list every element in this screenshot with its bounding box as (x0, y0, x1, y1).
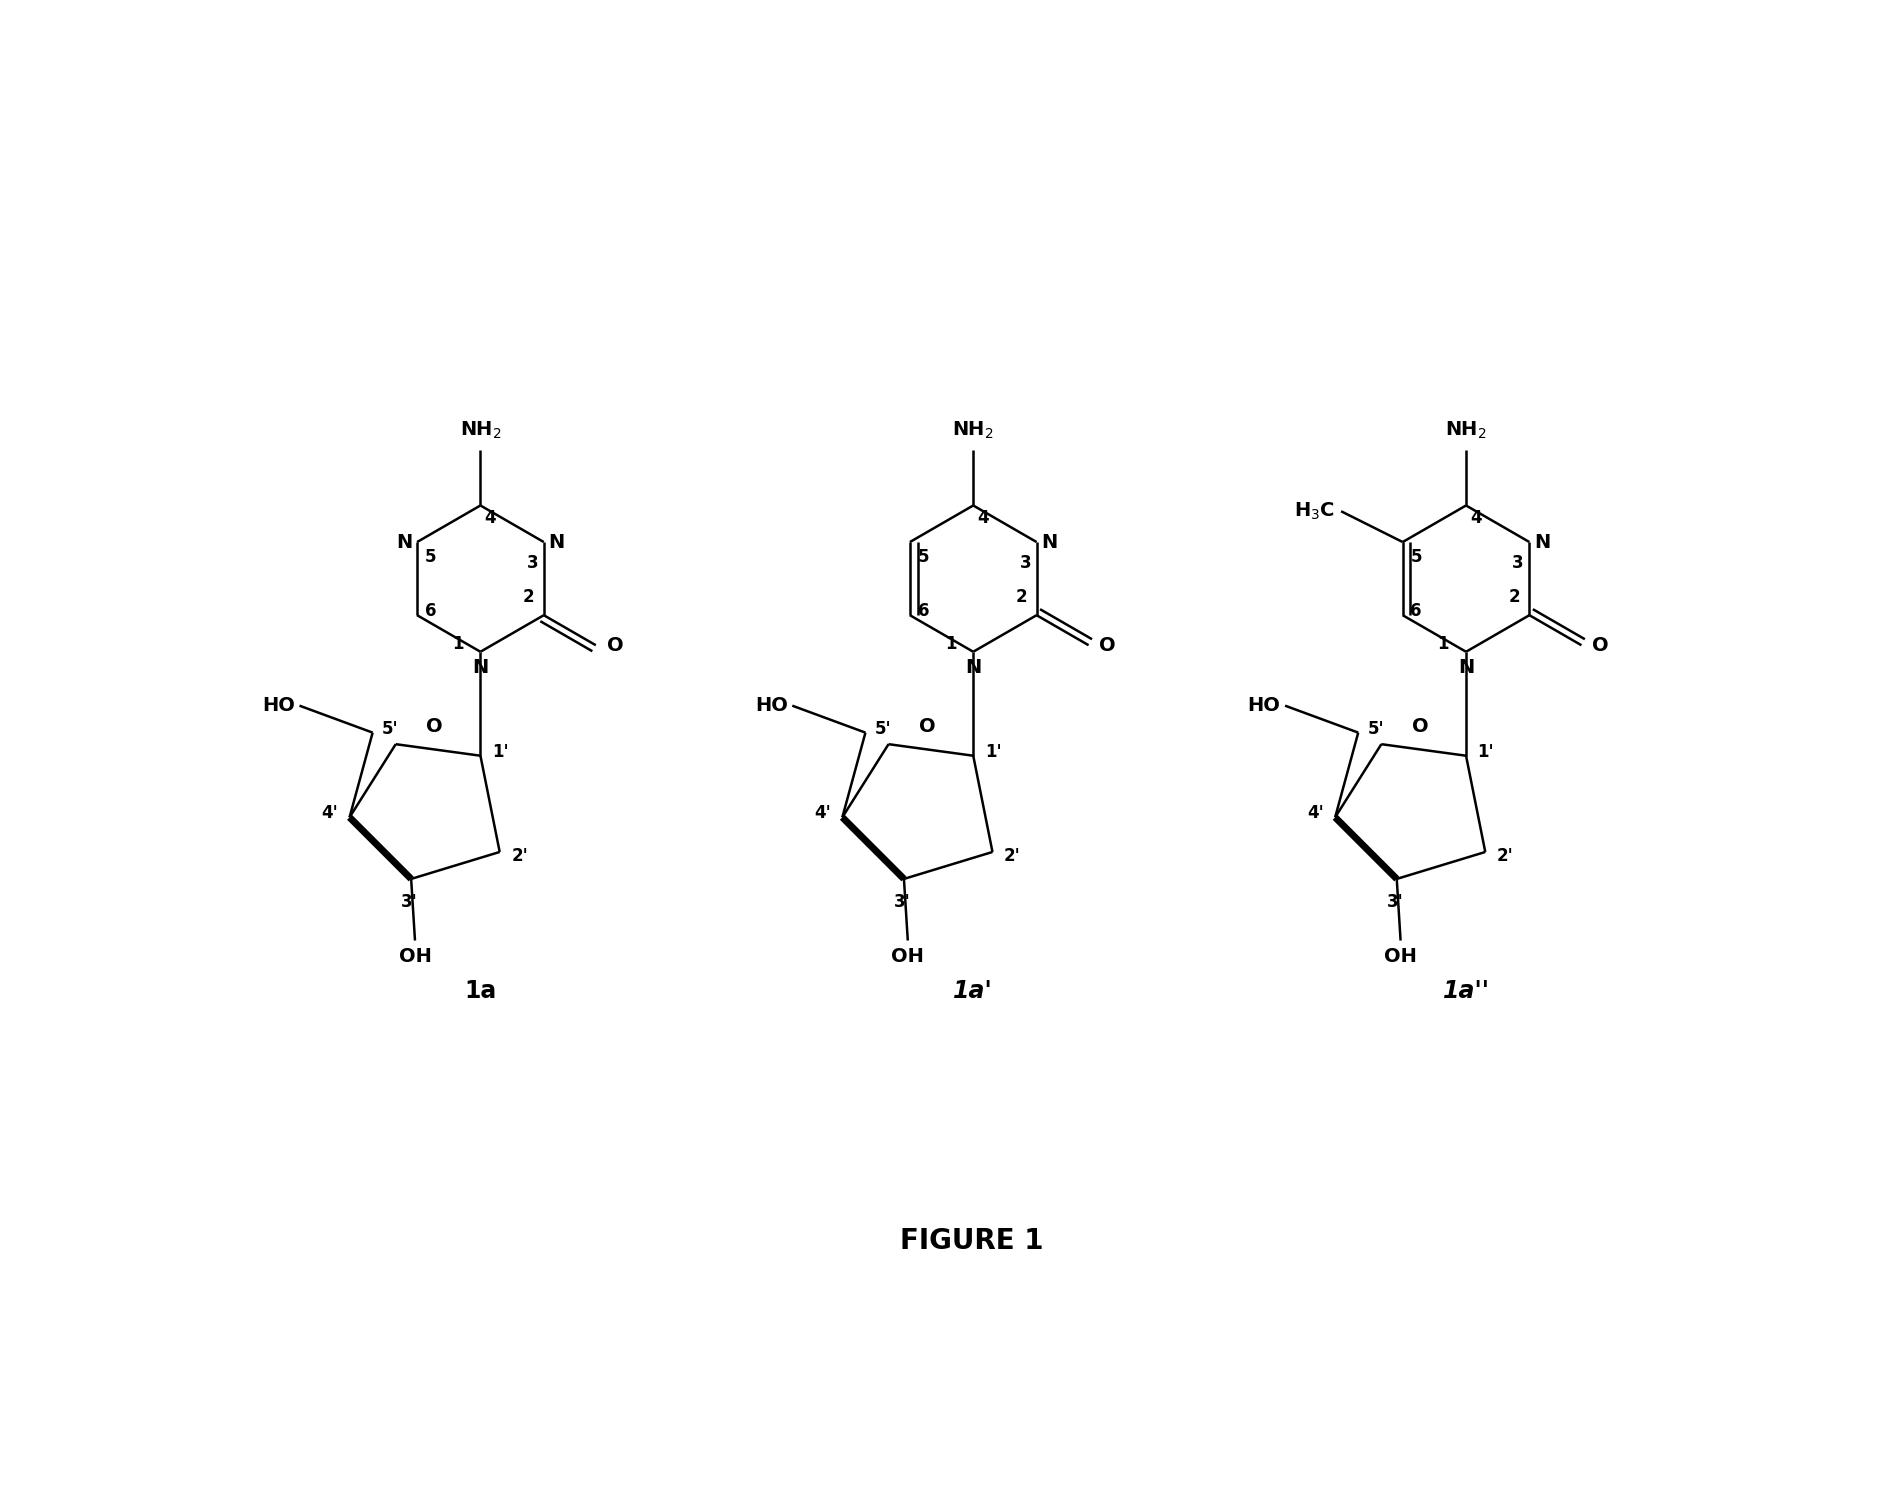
Text: N: N (1458, 658, 1475, 677)
Text: O: O (1411, 718, 1428, 736)
Text: 5': 5' (1367, 719, 1384, 739)
Text: 5: 5 (918, 548, 929, 566)
Text: OH: OH (398, 947, 432, 966)
Text: 4': 4' (813, 804, 830, 822)
Text: N: N (396, 533, 413, 551)
Text: H$_3$C: H$_3$C (1295, 500, 1335, 521)
Text: 3': 3' (895, 893, 910, 911)
Text: 4: 4 (1469, 509, 1481, 527)
Text: 1': 1' (491, 743, 508, 761)
Text: 5': 5' (874, 719, 891, 739)
Text: O: O (1100, 635, 1117, 655)
Text: 1a': 1a' (954, 980, 994, 1004)
Text: 5': 5' (381, 719, 398, 739)
Text: N: N (1041, 533, 1058, 551)
Text: 3: 3 (1513, 554, 1524, 572)
Text: 2: 2 (1509, 587, 1521, 607)
Text: 1': 1' (1477, 743, 1494, 761)
Text: N: N (472, 658, 489, 677)
Text: 1': 1' (984, 743, 1001, 761)
Text: 1a'': 1a'' (1443, 980, 1490, 1004)
Text: HO: HO (262, 697, 296, 715)
Text: OH: OH (1384, 947, 1416, 966)
Text: 4': 4' (1306, 804, 1323, 822)
Text: NH$_2$: NH$_2$ (459, 419, 501, 440)
Text: 3': 3' (402, 893, 417, 911)
Text: N: N (965, 658, 982, 677)
Text: N: N (1534, 533, 1551, 551)
Text: 1: 1 (451, 635, 463, 653)
Text: 1: 1 (944, 635, 956, 653)
Text: HO: HO (755, 697, 787, 715)
Text: 2': 2' (1496, 846, 1513, 864)
Text: 5: 5 (1411, 548, 1422, 566)
Text: 1: 1 (1437, 635, 1449, 653)
Text: 1a: 1a (465, 980, 497, 1004)
Text: 3: 3 (1020, 554, 1031, 572)
Text: 4: 4 (483, 509, 497, 527)
Text: NH$_2$: NH$_2$ (1445, 419, 1486, 440)
Text: OH: OH (891, 947, 923, 966)
Text: 5: 5 (425, 548, 436, 566)
Text: 3: 3 (527, 554, 538, 572)
Text: 6: 6 (1411, 602, 1422, 620)
Text: 2': 2' (512, 846, 527, 864)
Text: O: O (920, 718, 935, 736)
Text: 2: 2 (523, 587, 535, 607)
Text: FIGURE 1: FIGURE 1 (901, 1227, 1043, 1255)
Text: O: O (427, 718, 442, 736)
Text: 2: 2 (1016, 587, 1028, 607)
Text: 6: 6 (425, 602, 436, 620)
Text: 3': 3' (1386, 893, 1403, 911)
Text: 4: 4 (976, 509, 988, 527)
Text: O: O (1593, 635, 1610, 655)
Text: NH$_2$: NH$_2$ (952, 419, 994, 440)
Text: 2': 2' (1005, 846, 1020, 864)
Text: O: O (607, 635, 624, 655)
Text: N: N (548, 533, 565, 551)
Text: 4': 4' (320, 804, 337, 822)
Text: 6: 6 (918, 602, 929, 620)
Text: HO: HO (1248, 697, 1280, 715)
